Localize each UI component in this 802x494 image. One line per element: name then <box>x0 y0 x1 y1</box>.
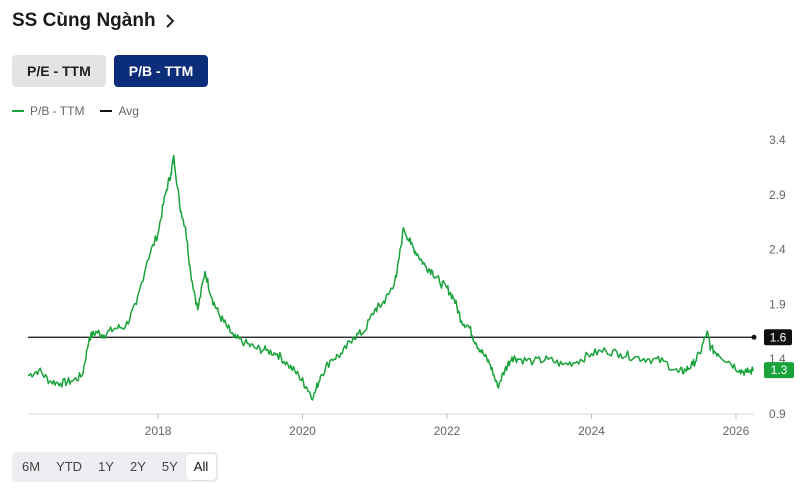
legend-label-pb: P/B - TTM <box>30 104 85 118</box>
legend-swatch-pb <box>12 110 24 112</box>
y-tick-label: 1.9 <box>769 297 786 311</box>
range-5y[interactable]: 5Y <box>161 459 178 474</box>
x-tick-label: 2022 <box>434 424 461 438</box>
range-all[interactable]: All <box>185 454 217 480</box>
tab-pe-ttm[interactable]: P/E - TTM <box>12 55 106 87</box>
range-ytd[interactable]: YTD <box>56 459 83 474</box>
legend-label-avg: Avg <box>118 104 139 118</box>
avg-value-badge <box>764 329 792 346</box>
chevron-right-icon[interactable] <box>164 14 176 28</box>
legend-swatch-avg <box>100 110 113 112</box>
tab-pb-ttm[interactable]: P/B - TTM <box>113 55 209 87</box>
legend-item-avg[interactable]: Avg <box>100 104 139 118</box>
y-tick-label: 2.4 <box>769 243 786 257</box>
avg-end-dot <box>751 334 757 340</box>
range-6m[interactable]: 6M <box>22 459 41 474</box>
range-1y[interactable]: 1Y <box>98 459 114 474</box>
avg-value-label: 1.6 <box>770 330 787 344</box>
range-2y[interactable]: 2Y <box>129 459 146 474</box>
header: SS Cùng Ngành <box>12 10 176 32</box>
x-tick-label: 2020 <box>289 424 316 438</box>
last-value-badge <box>764 362 794 379</box>
metric-tabs: P/E - TTM P/B - TTM <box>12 55 209 87</box>
y-tick-label: 0.9 <box>769 407 786 421</box>
x-tick-label: 2026 <box>723 424 750 438</box>
chart-legend: P/B - TTM Avg <box>12 104 139 118</box>
x-tick-label: 2018 <box>145 424 172 438</box>
y-tick-label: 3.4 <box>769 133 786 147</box>
page-title: SS Cùng Ngành <box>12 10 156 31</box>
range-selector: 6M YTD 1Y 2Y 5Y All <box>12 452 219 482</box>
x-tick-label: 2024 <box>578 424 605 438</box>
y-tick-label: 2.9 <box>769 188 786 202</box>
series-line-pb <box>27 154 754 401</box>
last-value-label: 1.3 <box>771 363 788 377</box>
legend-item-pb[interactable]: P/B - TTM <box>12 104 84 118</box>
